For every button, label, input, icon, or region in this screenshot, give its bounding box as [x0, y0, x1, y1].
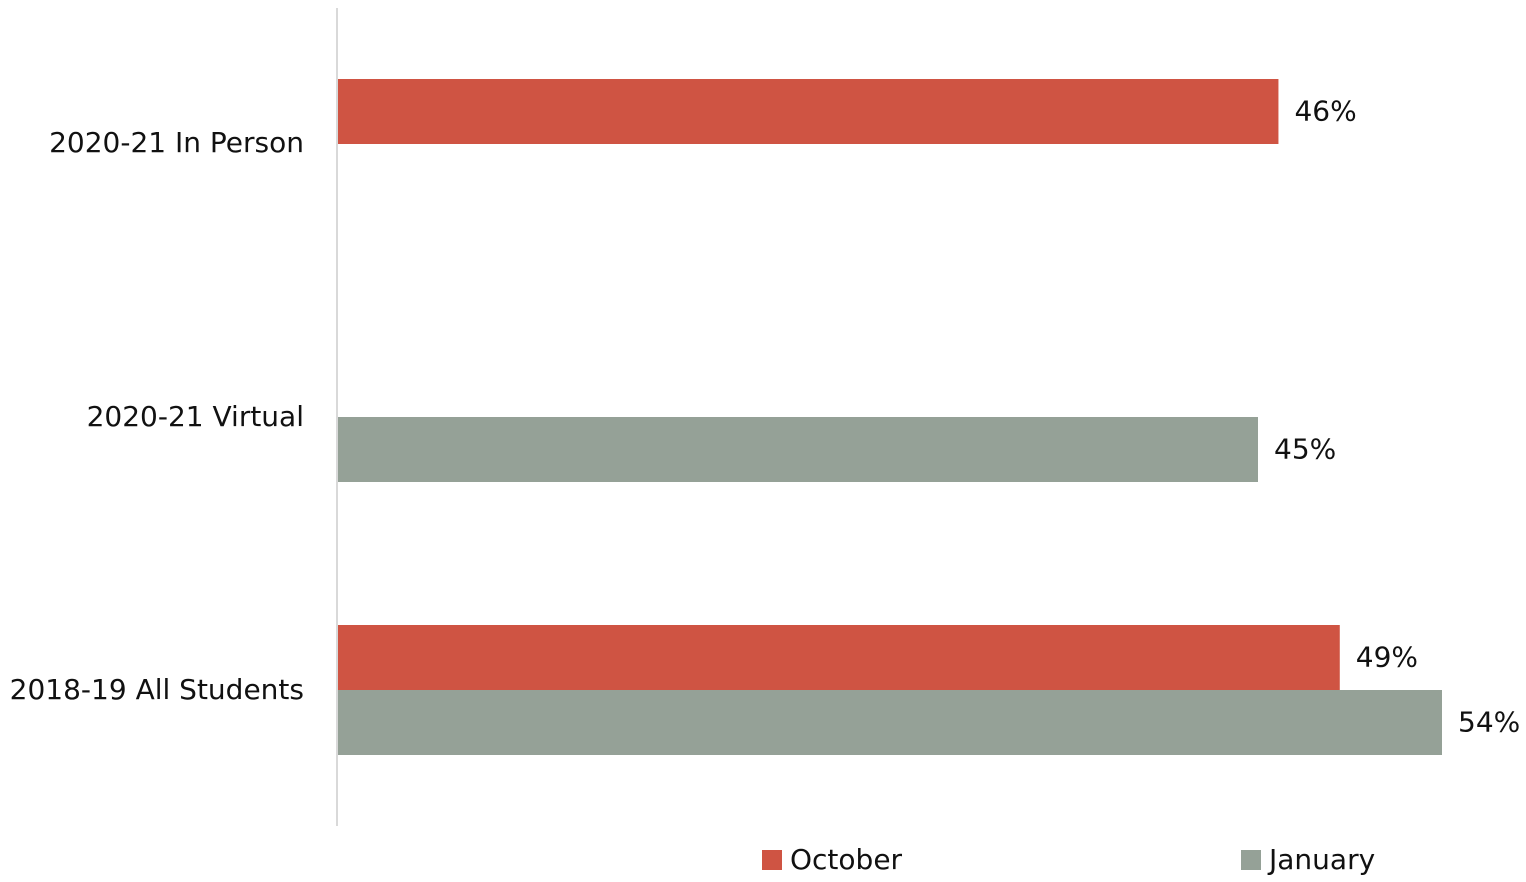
data-label-january-2018-19-all-students: 54% [1458, 706, 1520, 739]
category-label-2020-21-in-person: 2020-21 In Person [49, 126, 304, 159]
legend-item-october: October [762, 838, 902, 882]
bar-october-2020-21-in-person [338, 79, 1279, 144]
category-label-2018-19-all-students: 2018-19 All Students [10, 673, 304, 706]
legend-swatch-october [762, 850, 782, 870]
data-label-october-2020-21-in-person: 46% [1294, 95, 1356, 128]
bars-layer [338, 79, 1442, 755]
data-label-january-2020-21-virtual: 45% [1274, 433, 1336, 466]
legend-item-january: January [1241, 838, 1375, 882]
legend-label-january: January [1269, 843, 1376, 876]
bar-january-2018-19-all-students [338, 690, 1442, 755]
bar-january-2020-21-virtual [338, 417, 1258, 482]
category-label-2020-21-virtual: 2020-21 Virtual [87, 400, 304, 433]
legend-swatch-january [1241, 850, 1261, 870]
bar-october-2018-19-all-students [338, 625, 1340, 690]
data-label-october-2018-19-all-students: 49% [1356, 641, 1418, 674]
labels-layer: 2020-21 In Person 46% 2020-21 Virtual 45% 20… [10, 95, 1521, 739]
legend-label-october: October [790, 843, 903, 876]
